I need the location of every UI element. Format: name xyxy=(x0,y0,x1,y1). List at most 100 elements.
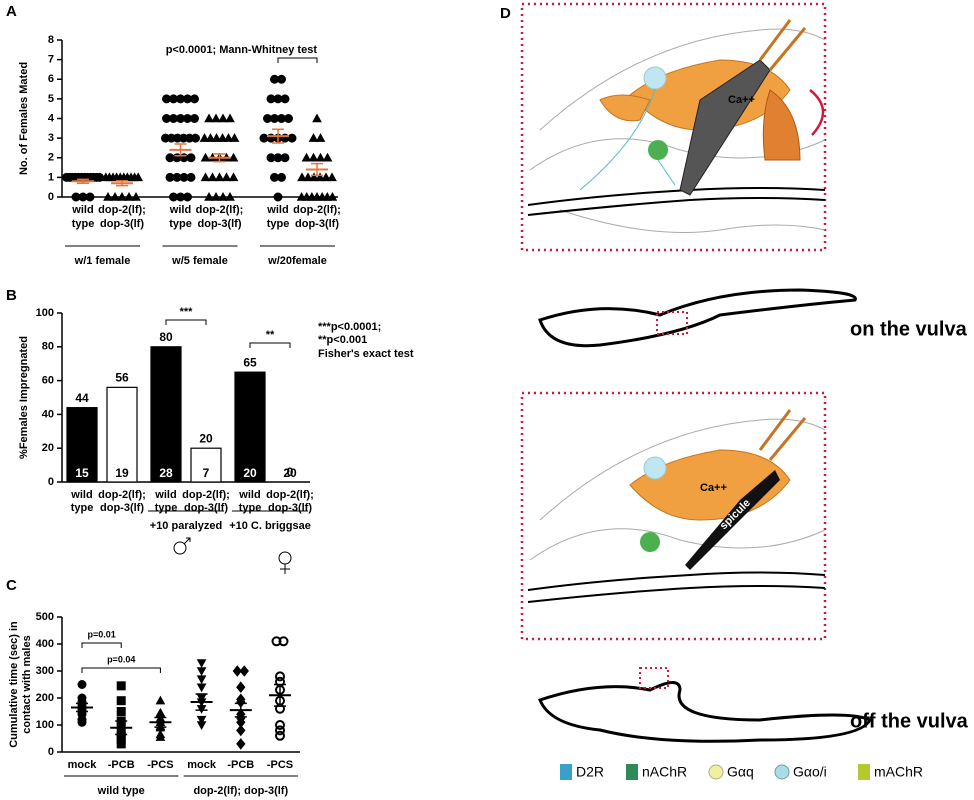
bracket xyxy=(277,57,318,63)
vulva-line xyxy=(527,187,826,216)
x-tick-label: wild xyxy=(238,489,260,501)
y-tick-label: 0 xyxy=(48,476,54,488)
dot xyxy=(280,94,290,104)
error-bar xyxy=(76,702,88,713)
value-label: 65 xyxy=(243,355,257,369)
bracket xyxy=(81,667,161,673)
group-label: w/1 female xyxy=(74,255,131,267)
dot xyxy=(309,172,319,182)
x-tick-label: wild xyxy=(266,204,288,216)
y-tick-label: 60 xyxy=(42,375,54,387)
bar xyxy=(150,346,182,483)
sex-symbol xyxy=(173,541,187,555)
sex-symbol xyxy=(278,551,292,565)
worm xyxy=(538,681,873,743)
x-tick-label: dop-2(lf); xyxy=(98,204,146,216)
dot xyxy=(228,152,239,162)
legend-icon xyxy=(560,764,572,780)
dot xyxy=(217,133,228,142)
y-axis-label: Cumulative time (sec) in xyxy=(8,621,20,748)
dot xyxy=(204,191,214,201)
dot xyxy=(308,152,319,162)
dot xyxy=(124,191,134,201)
vulva-line xyxy=(527,571,826,603)
group-label: +10 C. briggsae xyxy=(229,520,311,532)
zoom-marker xyxy=(639,667,669,689)
dot xyxy=(190,114,199,123)
spicule xyxy=(679,59,771,196)
y-tick-label: 40 xyxy=(42,408,54,420)
dot xyxy=(278,636,289,647)
n-label: 7 xyxy=(203,466,210,480)
dot xyxy=(77,680,87,689)
neuron xyxy=(643,66,667,90)
dot xyxy=(327,191,338,201)
dot xyxy=(131,191,141,201)
value-label: 44 xyxy=(75,391,89,405)
note: ***p<0.0001; xyxy=(318,321,381,333)
bracket-label: p=0.01 xyxy=(87,629,115,639)
dot xyxy=(211,133,222,142)
dot xyxy=(110,191,120,201)
dot xyxy=(191,133,200,143)
error-bar xyxy=(154,716,167,728)
value-label: 0 xyxy=(287,465,294,479)
dot xyxy=(196,675,207,685)
x-tick-label: dop-2(lf); xyxy=(266,489,314,501)
dot xyxy=(77,717,87,727)
muscle xyxy=(762,89,801,161)
y-tick-label: 2 xyxy=(48,152,54,164)
dot xyxy=(204,113,214,123)
x-tick-label: type xyxy=(169,218,192,230)
legend-label: Gαo/i xyxy=(793,764,827,780)
n-label: 19 xyxy=(115,466,129,480)
x-tick-label: dop-3(lf) xyxy=(100,218,144,230)
bracket-label: ** xyxy=(266,329,275,341)
caption: off the vulva xyxy=(850,710,969,732)
caption: on the vulva xyxy=(850,318,968,340)
error-bar xyxy=(213,153,226,163)
dot xyxy=(116,696,126,706)
dot xyxy=(196,715,207,725)
x-tick-label: -PCB xyxy=(227,759,254,771)
dot xyxy=(232,665,242,677)
dot xyxy=(214,172,225,182)
neuron xyxy=(640,532,660,552)
x-tick-label: wild xyxy=(154,489,176,501)
dot xyxy=(133,172,144,182)
dot xyxy=(218,113,228,123)
x-tick-label: mock xyxy=(187,759,217,771)
dot xyxy=(196,683,207,693)
dot xyxy=(225,191,235,201)
dot xyxy=(315,172,325,182)
dot xyxy=(211,191,221,201)
value-label: 56 xyxy=(115,371,129,385)
x-tick-label: wild xyxy=(169,204,191,216)
value-label: 20 xyxy=(199,431,213,445)
dot xyxy=(236,738,246,750)
x-tick-label: -PCB xyxy=(108,759,135,771)
n-label: 20 xyxy=(243,466,257,480)
dot xyxy=(277,74,286,84)
dot xyxy=(223,133,234,142)
dot xyxy=(301,152,312,162)
panel-label: A xyxy=(6,3,17,20)
dot xyxy=(284,114,293,123)
dot xyxy=(199,133,210,142)
worm xyxy=(538,288,857,348)
sex-symbol xyxy=(280,564,290,574)
dot xyxy=(205,133,216,142)
dot xyxy=(275,720,285,730)
error-bar xyxy=(174,143,187,157)
dot xyxy=(116,707,126,716)
diagram xyxy=(520,2,873,780)
protractor xyxy=(758,409,807,461)
x-tick-label: dop-3(lf) xyxy=(268,502,312,514)
x-tick-label: type xyxy=(72,218,95,230)
error-bar xyxy=(311,162,323,177)
bar xyxy=(66,407,98,483)
dot xyxy=(315,133,326,142)
x-tick-label: mock xyxy=(68,759,98,771)
dot xyxy=(85,192,95,202)
dot xyxy=(277,172,286,182)
